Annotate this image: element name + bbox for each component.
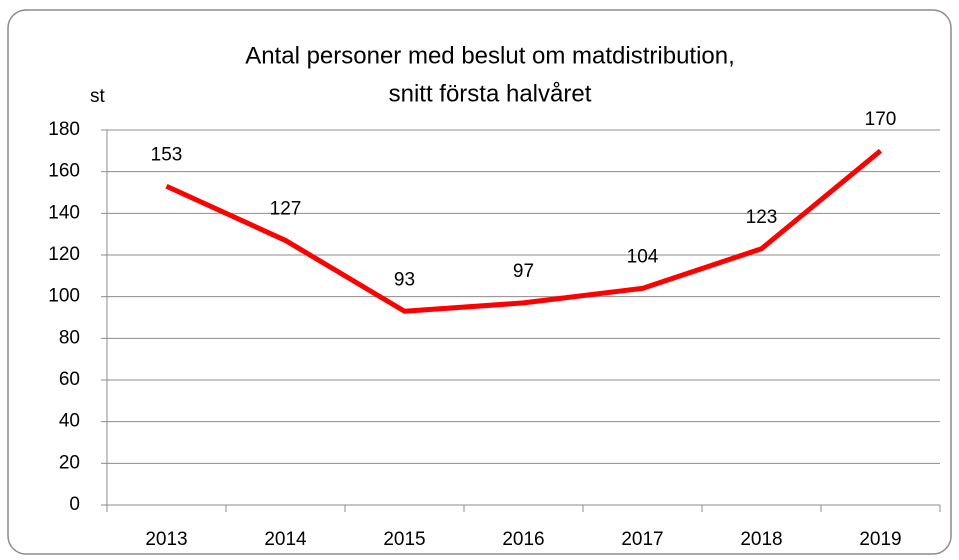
x-tick-label: 2013 [145, 529, 187, 550]
data-label: 170 [865, 109, 897, 130]
x-tick-label: 2014 [264, 529, 307, 550]
y-tick-label: 40 [59, 411, 80, 432]
data-label: 153 [151, 144, 183, 165]
data-label: 93 [394, 269, 415, 290]
chart-frame [7, 9, 952, 555]
x-tick-label: 2019 [859, 529, 901, 550]
data-line [165, 148, 883, 314]
data-label: 97 [513, 261, 534, 282]
x-tick-label: 2015 [383, 529, 425, 550]
x-tick-label: 2018 [740, 529, 782, 550]
data-label: 127 [270, 198, 302, 219]
y-tick-label: 140 [48, 202, 80, 223]
y-axis-label: st [90, 86, 106, 107]
y-tick-label: 0 [69, 494, 80, 515]
y-tick-label: 120 [48, 244, 80, 265]
y-tick-label: 100 [48, 286, 80, 307]
y-tick-label: 180 [48, 119, 80, 140]
y-tick-label: 160 [48, 161, 80, 182]
data-label: 104 [627, 246, 659, 267]
y-tick-label: 80 [59, 327, 80, 348]
data-label: 123 [746, 207, 778, 228]
y-tick-label: 20 [59, 452, 80, 473]
chart-title: Antal personer med beslut om matdistribu… [245, 42, 735, 69]
chart-title: snitt första halvåret [389, 80, 592, 107]
y-tick-label: 60 [59, 369, 80, 390]
x-tick-label: 2016 [502, 529, 544, 550]
x-tick-label: 2017 [621, 529, 663, 550]
